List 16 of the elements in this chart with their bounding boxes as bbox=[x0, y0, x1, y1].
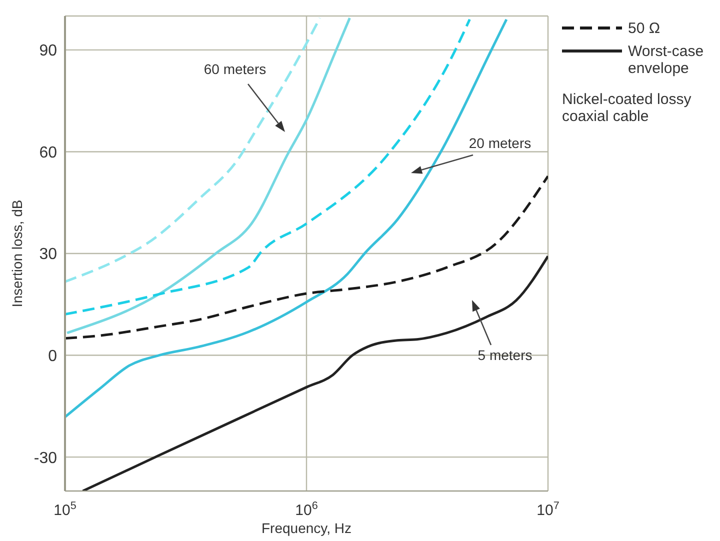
text: Nickel-coated lossy coaxial cable bbox=[562, 91, 692, 125]
y-axis-title: Insertion loss, dB bbox=[9, 200, 25, 308]
annotation: 5 meters bbox=[478, 347, 532, 363]
y-tick-label: 0 bbox=[48, 348, 58, 365]
x-axis-title: Frequency, Hz bbox=[262, 520, 352, 536]
y-tick-label: 90 bbox=[39, 42, 58, 60]
annotation: 20 meters bbox=[468, 135, 532, 151]
x-tick-label: 10$^{5}$ bbox=[54, 500, 76, 519]
y-tick-label: 60 bbox=[39, 144, 58, 162]
y-tick-label: 30 bbox=[39, 246, 58, 264]
x-tick-label: 10$^{7}$ bbox=[536, 500, 560, 519]
annotation: 60 meters bbox=[204, 61, 266, 77]
y-tick-label: -30 bbox=[34, 450, 58, 467]
legend-label: 50 Ω bbox=[628, 20, 662, 37]
x-tick-label: 10$^{6}$ bbox=[295, 500, 318, 519]
legend-label: Worst-case envelope bbox=[628, 43, 705, 77]
